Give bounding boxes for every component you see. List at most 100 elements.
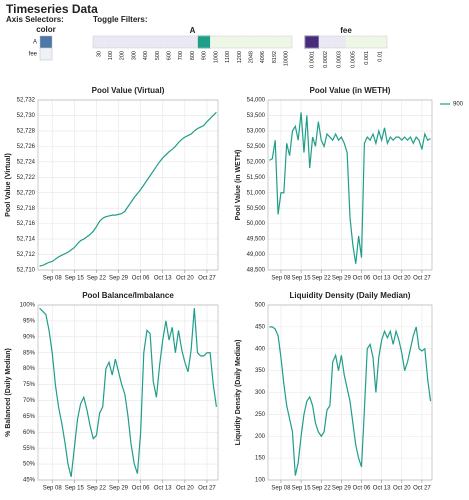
filter-label: 800: [190, 51, 196, 60]
x-tick-label: Sep 29: [109, 486, 129, 492]
filter-cell[interactable]: [318, 36, 333, 48]
y-tick-label: 95%: [23, 318, 36, 324]
y-tick-label: 250: [255, 412, 266, 418]
y-tick-label: 49,500: [247, 237, 266, 243]
filter-cell[interactable]: [304, 35, 320, 49]
filter-label: 0.0001: [309, 51, 315, 68]
x-tick-label: Oct 06: [132, 486, 150, 492]
filter-label: 1000: [213, 51, 219, 63]
y-tick-label: 300: [255, 390, 266, 396]
filter-cell[interactable]: [268, 36, 281, 48]
y-tick-label: 90%: [23, 334, 36, 340]
y-tick-label: 100%: [20, 303, 36, 309]
y-tick-label: 52,720: [17, 190, 36, 196]
filter-label: 30: [96, 51, 102, 57]
filter-cell[interactable]: [245, 36, 257, 48]
x-tick-label: Oct 13: [154, 486, 172, 492]
legend-swatch[interactable]: [39, 47, 53, 61]
y-tick-label: 400: [255, 346, 266, 352]
y-tick-label: 52,710: [17, 268, 36, 274]
filter-label: 10000: [284, 51, 290, 66]
plot-frame: [37, 99, 219, 271]
filter-label: 0.0005: [350, 51, 356, 68]
filter-label: 0.01: [378, 51, 384, 62]
line: [39, 111, 217, 267]
y-axis-label: Pool Value (in WETH): [235, 150, 242, 221]
filter-cell[interactable]: [256, 36, 269, 48]
filter-title: A: [190, 26, 196, 35]
filter-label: 1100: [225, 51, 231, 63]
y-tick-label: 80%: [23, 366, 36, 372]
x-tick-label: Sep 22: [87, 486, 107, 492]
filter-cell[interactable]: [346, 36, 360, 48]
x-tick-label: Sep 08: [43, 276, 63, 282]
x-tick-label: Oct 13: [373, 276, 391, 282]
filter-cell[interactable]: [186, 36, 199, 48]
filter-label: 0.0002: [323, 51, 329, 68]
page-title: Timeseries Data: [6, 2, 98, 16]
chart-title: Liquidity Density (Daily Median): [290, 291, 411, 300]
filter-label: 500: [155, 51, 161, 60]
x-tick-label: Sep 15: [292, 276, 312, 282]
legend-swatch[interactable]: [39, 35, 53, 49]
y-tick-label: 52,712: [17, 252, 36, 258]
x-tick-label: Oct 06: [353, 486, 371, 492]
filter-cell[interactable]: [233, 36, 246, 48]
y-tick-label: 55%: [23, 446, 36, 452]
filter-label: 8192: [272, 51, 278, 63]
y-tick-label: 53,000: [247, 128, 266, 134]
legend-label: fee: [29, 52, 38, 58]
filter-label: 0.001: [364, 51, 370, 65]
filter-cell[interactable]: [116, 36, 129, 48]
filter-cell[interactable]: [332, 36, 346, 48]
x-tick-label: Oct 27: [198, 276, 216, 282]
line: [39, 307, 218, 477]
y-tick-label: 200: [255, 434, 266, 440]
filter-cell[interactable]: [197, 35, 211, 49]
filter-cell[interactable]: [373, 36, 387, 48]
filter-cell[interactable]: [210, 36, 222, 48]
x-tick-label: Sep 15: [65, 486, 85, 492]
filter-label: 600: [167, 51, 173, 60]
y-tick-label: 52,726: [17, 144, 36, 150]
filter-cell[interactable]: [139, 36, 152, 48]
y-axis-label: Pool Value (Virtual): [5, 153, 12, 217]
x-tick-label: Oct 20: [176, 486, 194, 492]
y-tick-label: 53,500: [247, 113, 266, 119]
y-tick-label: 85%: [23, 350, 36, 356]
filter-cell[interactable]: [93, 36, 105, 48]
y-tick-label: 52,730: [17, 113, 36, 119]
y-tick-label: 60%: [23, 430, 36, 436]
y-tick-label: 70%: [23, 398, 36, 404]
filter-cell[interactable]: [163, 36, 175, 48]
y-tick-label: 51,500: [247, 175, 266, 181]
filter-cell[interactable]: [151, 36, 164, 48]
filter-label: 300: [131, 51, 137, 60]
y-tick-label: 52,716: [17, 221, 36, 227]
chart-title: Pool Value (Virtual): [92, 86, 165, 95]
y-tick-label: 100: [255, 478, 266, 484]
filter-label: 2048: [248, 51, 254, 63]
x-tick-label: Sep 29: [332, 486, 352, 492]
y-tick-label: 48,500: [247, 268, 266, 274]
y-tick-label: 75%: [23, 382, 36, 388]
x-tick-label: Oct 13: [373, 486, 391, 492]
filter-cell[interactable]: [359, 36, 374, 48]
filter-cell[interactable]: [104, 36, 117, 48]
x-tick-label: Sep 22: [87, 276, 107, 282]
x-tick-label: Sep 29: [109, 276, 129, 282]
chart-title: Pool Balance/Imbalance: [82, 291, 174, 300]
filter-cell[interactable]: [128, 36, 140, 48]
y-tick-label: 52,714: [17, 237, 36, 243]
y-tick-label: 50,500: [247, 206, 266, 212]
filter-cell[interactable]: [280, 36, 292, 48]
filter-cell[interactable]: [174, 36, 187, 48]
y-tick-label: 52,500: [247, 144, 266, 150]
legend-label: A: [33, 40, 37, 46]
y-tick-label: 500: [255, 303, 266, 309]
x-tick-label: Oct 06: [132, 276, 150, 282]
y-axis-label: % Balanced (Daily Median): [5, 348, 12, 437]
filter-cell[interactable]: [221, 36, 234, 48]
y-tick-label: 150: [255, 456, 266, 462]
